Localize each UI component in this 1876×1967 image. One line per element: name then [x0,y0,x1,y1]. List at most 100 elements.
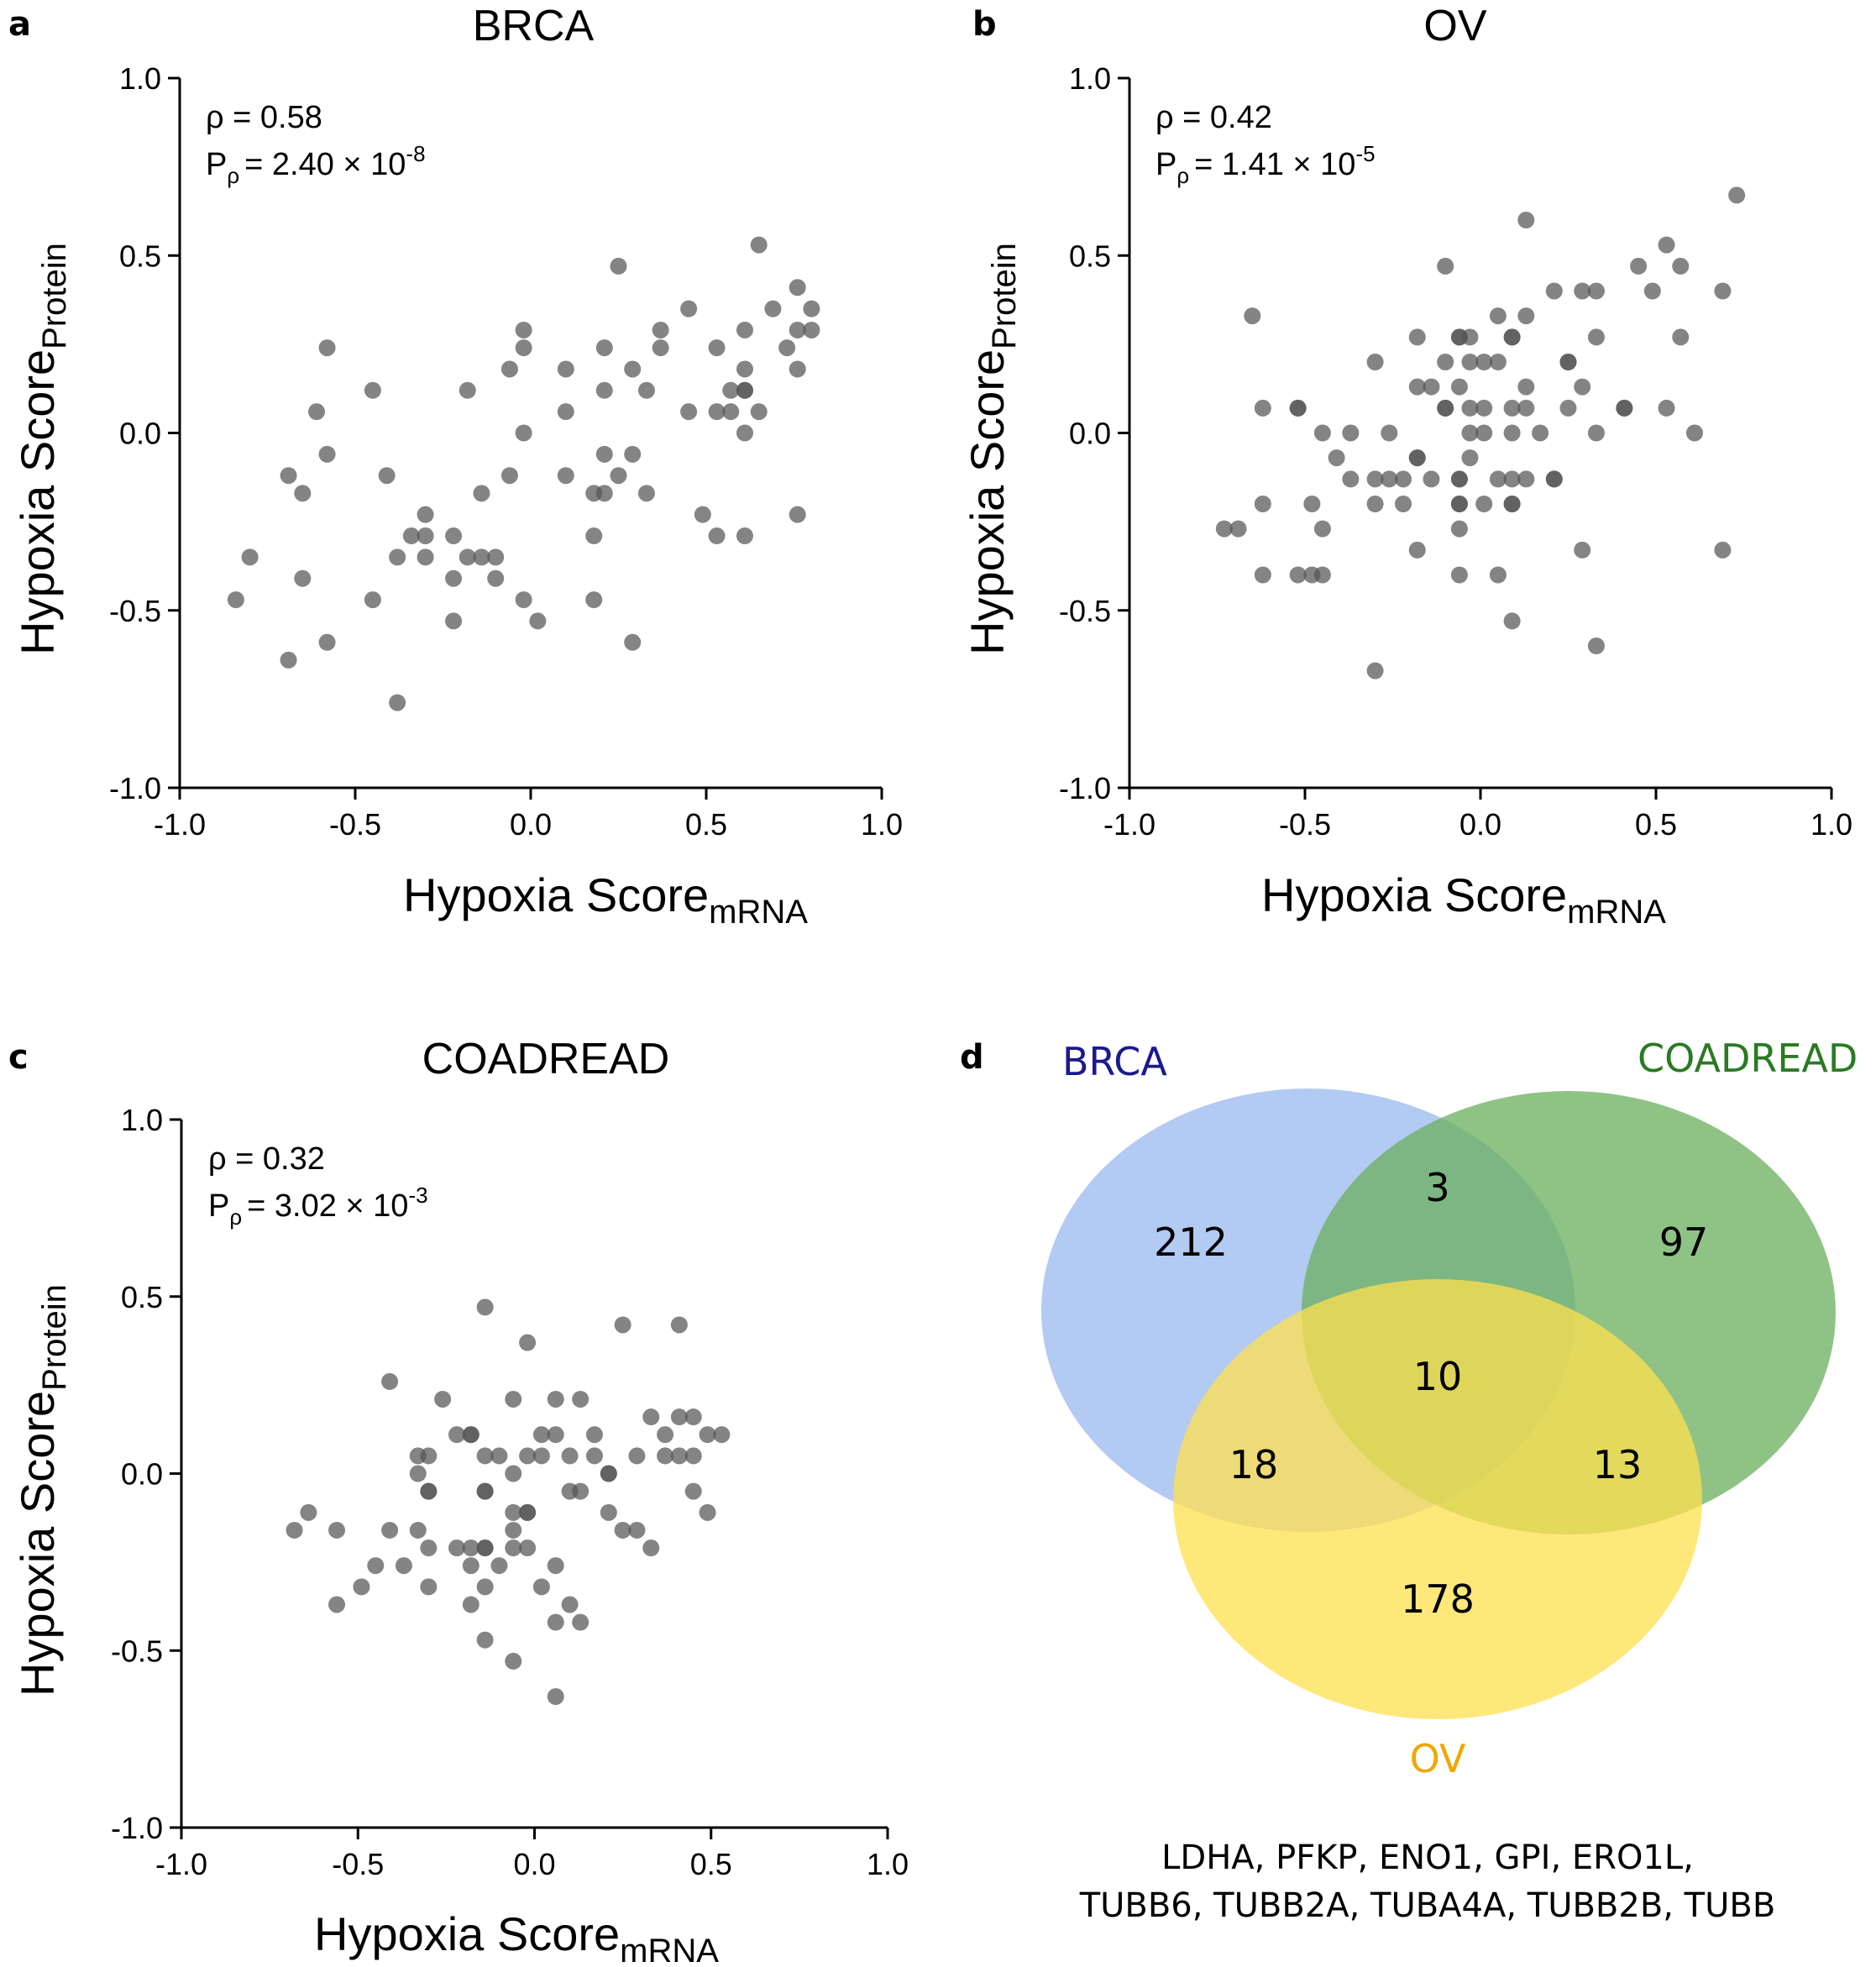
scatter-point [1408,449,1426,467]
chart-title: COADREAD [422,1035,670,1083]
x-tick-label: 0.0 [1459,807,1501,842]
scatter-point [789,321,806,338]
scatter-point [789,360,806,378]
plot-area-c: -1.0 -0.5 0.0 0.5 1.0 1.0 0.5 0.0 -0.5 -1.0 [111,1103,909,1881]
scatter-point [1574,282,1591,300]
scatter-point [476,1482,494,1500]
scatter-point [395,1557,412,1575]
scatter-point [364,381,381,399]
x-tick-label: -1.0 [155,1847,207,1881]
scatter-point [280,467,297,485]
scatter-point [505,1465,522,1482]
scatter-point [308,403,326,421]
y-axis-label: Hypoxia ScoreProtein [961,243,1023,655]
scatter-point [557,403,574,421]
scatter-point [1503,399,1521,417]
venn-count-brca-ov: 18 [1229,1442,1279,1487]
scatter-point [1229,520,1247,538]
scatter-point [1408,541,1426,559]
x-axis-label: Hypoxia ScoremRNA [1261,868,1666,931]
scatter-point [789,279,806,296]
scatter-point [1728,186,1746,204]
scatter-point [1475,399,1493,417]
scatter-point [459,381,476,399]
scatter-point [1381,470,1398,488]
scatter-point [803,321,820,338]
scatter-point [1395,496,1412,512]
scatter-point [409,1465,427,1482]
scatter-point [1503,612,1521,630]
stat-p-exp: -5 [1355,141,1375,166]
scatter-point [1366,470,1384,488]
scatter-point [680,300,698,317]
scatter-point [547,1613,564,1631]
x-tick-label: -0.5 [1279,807,1331,842]
venn-count-coadread-only: 97 [1659,1220,1709,1265]
scatter-point [1475,354,1493,370]
scatter-point [1342,470,1360,488]
scatter-point [1342,424,1360,442]
panel-b: b OV -1.0 -0.5 0.0 0.5 1.0 1.0 0.5 0.0 -0.5-1.0 … [961,2,1852,931]
y-tick-label: -0.5 [109,594,161,628]
scatter-point [532,1578,550,1596]
scatter-point [476,1540,494,1557]
scatter-point [505,1390,522,1408]
scatter-point [637,381,655,399]
scatter-point [1587,282,1605,300]
scatter-point [585,527,603,545]
venn-count-coadread-ov: 13 [1593,1442,1643,1487]
x-tick-label: 0.0 [513,1847,555,1881]
scatter-point [1328,449,1345,467]
stat-p-prefix: P [208,1188,229,1224]
scatter-point [624,445,642,463]
scatter-point [722,403,740,421]
scatter-point [1461,399,1479,417]
scatter-point [1587,424,1605,442]
scatter-point [736,321,753,338]
scatter-point [680,403,698,421]
scatter-point [1672,257,1690,275]
scatter-point [1437,257,1454,275]
y-tick-label: -1.0 [109,771,161,805]
scatter-point [1215,520,1233,538]
scatter-point [684,1408,702,1426]
scatter-point [595,381,613,399]
scatter-point [381,1372,399,1390]
x-tick-label: 0.0 [510,807,552,842]
scatter-point [476,1631,494,1649]
x-tick-label: 0.5 [1635,807,1677,842]
y-tick-label: 0.5 [121,1280,163,1314]
scatter-point [1289,399,1307,417]
scatter-point [572,1390,590,1408]
points-group [286,1298,731,1706]
scatter-point [519,1540,537,1557]
x-axis-label: Hypoxia ScoremRNA [403,868,808,931]
scatter-point [708,403,726,421]
scatter-point [367,1557,385,1575]
scatter-point [1658,236,1675,254]
scatter-point [381,1521,399,1539]
scatter-point [1714,282,1732,300]
scatter-point [1313,424,1331,442]
scatter-point [1489,307,1507,325]
stat-p-value: = 3.02 × 10 [247,1188,408,1224]
scatter-point [1685,424,1703,442]
scatter-point [1489,354,1507,370]
scatter-point [628,1521,646,1539]
x-tick-label: -1.0 [1103,807,1155,842]
plot-area-a: -1.0 -0.5 0.0 0.5 1.0 1.0 0.5 0.0 -0.5 -1.0 [109,61,903,842]
stat-p-prefix: P [206,147,227,182]
scatter-point [532,1426,550,1444]
scatter-point [1658,399,1675,417]
scatter-point [505,1503,522,1521]
scatter-point [1381,424,1398,442]
scatter-point [1408,378,1426,396]
scatter-point [694,506,711,523]
scatter-point [642,1540,660,1557]
scatter-point [1461,449,1479,467]
scatter-point [402,527,420,545]
scatter-point [420,1447,438,1465]
panel-c: c COADREAD -1.0 -0.5 0.0 0.5 1.0 1.0 0.5 0.0 -0.… [8,1035,909,1967]
scatter-point [1559,354,1577,370]
scatter-point [1630,257,1648,275]
